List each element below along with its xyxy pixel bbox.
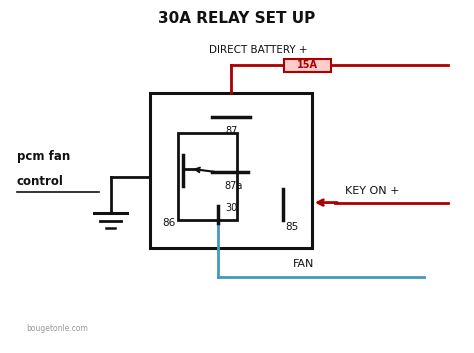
Text: 15A: 15A bbox=[297, 60, 318, 70]
Text: KEY ON +: KEY ON + bbox=[345, 186, 399, 196]
Text: pcm fan: pcm fan bbox=[17, 150, 70, 163]
Text: FAN: FAN bbox=[293, 259, 315, 269]
Text: DIRECT BATTERY +: DIRECT BATTERY + bbox=[209, 45, 308, 55]
Text: 30: 30 bbox=[225, 203, 237, 213]
Bar bbox=[284, 59, 331, 72]
Text: control: control bbox=[17, 175, 64, 187]
Bar bbox=[178, 133, 237, 220]
Text: 85: 85 bbox=[285, 222, 299, 232]
Text: 30A RELAY SET UP: 30A RELAY SET UP bbox=[158, 11, 316, 26]
Text: 86: 86 bbox=[162, 219, 175, 228]
Text: bougetonle.com: bougetonle.com bbox=[26, 324, 88, 333]
Bar bbox=[150, 93, 312, 248]
Text: 87a: 87a bbox=[224, 181, 243, 191]
Text: 87: 87 bbox=[225, 126, 237, 136]
